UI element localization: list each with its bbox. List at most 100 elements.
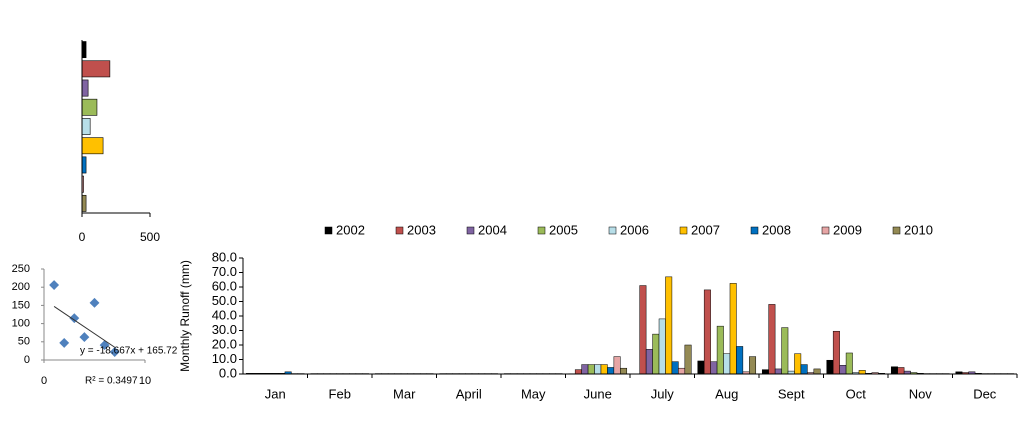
bar: [761, 369, 769, 375]
legend-label: 2003: [407, 222, 436, 237]
legend-label: 2006: [620, 222, 649, 237]
legend-label: 2007: [691, 222, 720, 237]
x-tick-label: Aug: [715, 386, 738, 401]
bar: [794, 353, 802, 375]
legend-label: 2009: [833, 222, 862, 237]
legend-swatch: [537, 226, 546, 235]
annotation: R² = 0.3497: [85, 376, 138, 387]
bar: [697, 360, 705, 375]
bar: [81, 60, 111, 78]
point: [89, 297, 100, 308]
y-tick-label: 0: [24, 354, 30, 366]
legend-swatch: [821, 226, 830, 235]
legend-swatch: [608, 226, 617, 235]
bar: [832, 330, 840, 375]
legend-label: 2004: [478, 222, 507, 237]
bar: [716, 325, 724, 375]
bar: [81, 156, 87, 174]
bar: [81, 194, 87, 212]
y-tick-label: 0.0: [219, 365, 237, 380]
legend-swatch: [324, 226, 333, 235]
point: [79, 332, 90, 343]
bar: [781, 327, 789, 375]
bar: [81, 41, 87, 59]
legend-label: 2008: [762, 222, 791, 237]
bar: [703, 289, 711, 375]
legend-swatch: [892, 226, 901, 235]
bar: [587, 364, 595, 375]
x-tick-label: Feb: [329, 386, 351, 401]
point: [49, 280, 60, 290]
x-tick-label: Sept: [778, 386, 805, 401]
x-tick-label: Mar: [393, 386, 416, 401]
point: [59, 337, 70, 348]
bar: [574, 369, 582, 375]
legend-label: 2005: [549, 222, 578, 237]
bar: [81, 79, 89, 97]
y-tick-label: 70.0: [212, 264, 237, 279]
legend-swatch: [679, 226, 688, 235]
trendline-equation: y = -18.667x + 165.72: [80, 346, 178, 357]
bar: [768, 304, 776, 375]
bar: [710, 361, 718, 375]
bar: [749, 356, 757, 375]
y-tick-label: 60.0: [212, 278, 237, 293]
legend-swatch: [750, 226, 759, 235]
y-tick-label: 150: [12, 299, 30, 311]
y-tick-label: 30.0: [212, 322, 237, 337]
bar: [81, 98, 98, 116]
bar: [665, 276, 673, 375]
bar: [652, 333, 660, 375]
x-tick-label: April: [456, 386, 482, 401]
bar: [594, 364, 602, 375]
bar: [81, 137, 104, 155]
legend-label: 2010: [904, 222, 933, 237]
bar: [581, 364, 589, 375]
x-tick-label: Nov: [909, 386, 933, 401]
bar: [684, 344, 692, 375]
bar: [774, 368, 782, 375]
y-tick-label: 250: [12, 263, 30, 275]
legend-label: 2002: [336, 222, 365, 237]
bar: [600, 364, 608, 375]
legend-swatch: [466, 226, 475, 235]
x-tick-label: Oct: [846, 386, 867, 401]
x-tick-label: Jan: [265, 386, 286, 401]
bar: [890, 366, 898, 375]
x-tick-label: 0: [41, 375, 47, 387]
bar: [613, 356, 621, 375]
y-tick-label: 10.0: [212, 351, 237, 366]
bar: [620, 367, 628, 375]
bar: [645, 349, 653, 375]
y-tick-label: 80.0: [212, 249, 237, 264]
bar: [897, 367, 905, 375]
y-tick-label: 40.0: [212, 307, 237, 322]
bar: [736, 346, 744, 375]
bar: [607, 367, 615, 375]
y-tick-label: 200: [12, 281, 30, 293]
y-tick-label: 100: [12, 318, 30, 330]
x-tick-label: June: [584, 386, 612, 401]
bar: [639, 285, 647, 375]
x-tick-label: 10: [139, 375, 151, 387]
bar: [813, 368, 821, 375]
bar: [858, 370, 866, 375]
x-tick-label: May: [521, 386, 546, 401]
x-tick-label: July: [651, 386, 675, 401]
bar: [845, 352, 853, 375]
x-tick-label: Dec: [973, 386, 997, 401]
bar: [723, 353, 731, 375]
bar: [800, 364, 808, 375]
bar: [671, 361, 679, 375]
bar: [839, 365, 847, 375]
y-tick-label: 20.0: [212, 336, 237, 351]
y-tick-label: 50: [18, 336, 30, 348]
bar: [826, 359, 834, 375]
bar: [658, 318, 666, 375]
trendline: [53, 306, 115, 348]
y-tick-label: 50.0: [212, 293, 237, 308]
bar: [729, 283, 737, 375]
x-tick-label: 0: [79, 230, 86, 244]
legend-swatch: [395, 226, 404, 235]
